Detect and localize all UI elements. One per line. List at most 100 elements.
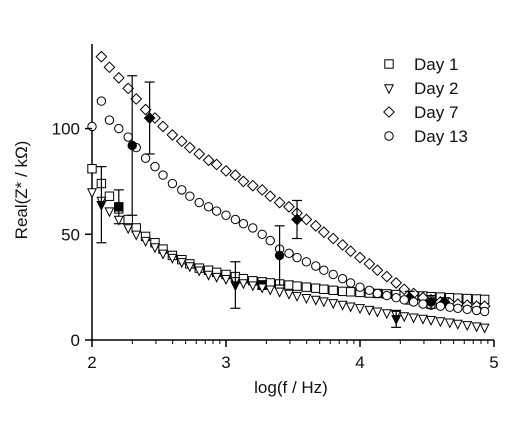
- data-point: [317, 226, 330, 239]
- data-point: [435, 317, 446, 328]
- data-point: [355, 282, 365, 292]
- mean-point: [127, 140, 137, 151]
- data-point: [479, 323, 490, 334]
- data-point: [408, 313, 419, 324]
- data-point: [390, 277, 403, 289]
- mean-point: [114, 202, 124, 212]
- legend-marker: [383, 84, 395, 95]
- data-point: [328, 269, 338, 280]
- data-point: [453, 303, 463, 313]
- legend-marker: [384, 131, 394, 141]
- data-point: [292, 252, 302, 263]
- data-point: [345, 278, 356, 288]
- data-point: [104, 115, 115, 125]
- data-point: [337, 286, 348, 297]
- data-point: [193, 148, 206, 160]
- data-point: [344, 245, 357, 258]
- data-point: [337, 300, 348, 311]
- data-point: [149, 243, 160, 254]
- data-point: [418, 299, 428, 309]
- data-point: [445, 302, 455, 312]
- data-point: [194, 197, 204, 208]
- x-tick-label: 2: [87, 353, 96, 372]
- data-point: [230, 214, 241, 225]
- data-point: [158, 170, 168, 180]
- data-point: [274, 287, 285, 298]
- legend-label: Day 1: [414, 55, 458, 74]
- data-point: [328, 299, 339, 310]
- data-point: [104, 191, 115, 201]
- data-point: [177, 185, 187, 195]
- data-point: [237, 175, 250, 188]
- data-point: [380, 270, 393, 283]
- data-point: [211, 206, 222, 216]
- data-point: [371, 264, 384, 277]
- mean-point: [291, 213, 303, 226]
- data-point: [364, 285, 375, 296]
- data-point: [300, 213, 313, 226]
- data-point: [203, 202, 214, 212]
- data-point: [301, 257, 312, 267]
- data-point: [87, 164, 97, 174]
- data-point: [319, 284, 329, 294]
- mean-point: [391, 315, 402, 326]
- data-point: [273, 196, 286, 209]
- data-point: [444, 318, 455, 329]
- data-point: [435, 301, 446, 311]
- data-point: [265, 285, 276, 296]
- data-point: [382, 290, 392, 301]
- data-point: [318, 297, 329, 308]
- data-point: [87, 121, 97, 132]
- data-point: [417, 314, 428, 325]
- data-point: [114, 123, 124, 134]
- data-point: [158, 249, 169, 260]
- data-point: [399, 312, 410, 323]
- data-point: [211, 272, 222, 283]
- data-point: [345, 287, 356, 297]
- data-point: [150, 161, 160, 172]
- data-point: [238, 219, 249, 229]
- data-point: [284, 280, 294, 290]
- data-point: [220, 274, 232, 286]
- x-axis-label: log(f / Hz): [254, 378, 328, 397]
- data-point: [336, 238, 349, 251]
- data-point: [95, 50, 108, 63]
- data-point: [175, 135, 188, 148]
- data-point: [301, 294, 312, 305]
- data-point: [479, 306, 490, 317]
- data-point: [96, 96, 107, 106]
- data-point: [292, 291, 303, 302]
- data-point: [372, 288, 383, 299]
- data-point: [309, 219, 322, 232]
- data-point: [283, 200, 295, 213]
- plot-area: [86, 50, 491, 334]
- data-point: [123, 214, 133, 225]
- legend-marker: [383, 106, 395, 118]
- data-point: [471, 305, 482, 316]
- data-point: [167, 253, 178, 264]
- data-point: [140, 236, 151, 247]
- data-point: [194, 266, 205, 277]
- legend-marker: [384, 59, 394, 69]
- data-point: [462, 321, 473, 332]
- x-tick-label: 4: [355, 353, 364, 372]
- data-point: [123, 224, 134, 235]
- data-point: [462, 304, 472, 315]
- data-point: [104, 207, 115, 218]
- data-point: [257, 229, 267, 239]
- data-point: [452, 319, 463, 330]
- data-point: [257, 283, 268, 294]
- data-point: [247, 281, 258, 292]
- legend-label: Day 13: [414, 127, 468, 146]
- data-point: [328, 285, 338, 296]
- data-point: [220, 164, 232, 177]
- legend-label: Day 7: [414, 103, 458, 122]
- data-point: [408, 297, 419, 307]
- y-tick-label: 0: [71, 331, 80, 350]
- data-point: [399, 295, 409, 305]
- data-point: [113, 215, 124, 226]
- data-point: [327, 232, 340, 245]
- data-point: [185, 191, 195, 201]
- data-point: [354, 251, 366, 264]
